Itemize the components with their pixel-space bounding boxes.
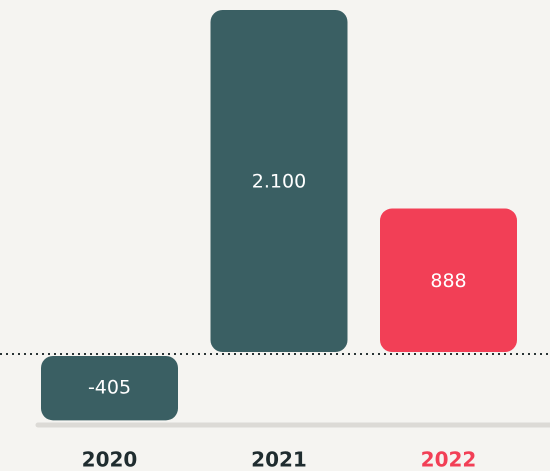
value-label: -405 [88,377,131,399]
x-tick-label: 2021 [251,448,307,471]
value-label: 888 [430,270,466,292]
bar [380,208,517,352]
bar [41,356,178,421]
bar [210,10,348,352]
value-label: 2.100 [252,171,306,193]
x-tick-label: 2020 [82,448,138,471]
x-tick-label: 2022 [421,448,477,471]
